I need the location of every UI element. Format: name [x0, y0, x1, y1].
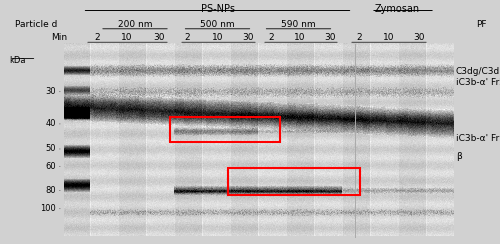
Text: Particle d: Particle d — [15, 20, 58, 29]
Text: 50: 50 — [46, 144, 56, 153]
Text: 60: 60 — [46, 162, 56, 171]
Text: 10: 10 — [212, 33, 223, 42]
Text: 30: 30 — [324, 33, 336, 42]
Text: β: β — [456, 152, 462, 161]
Text: PS-NPs: PS-NPs — [200, 4, 234, 13]
Text: 2: 2 — [184, 33, 190, 42]
Text: iC3b-α' Fr2/: iC3b-α' Fr2/ — [456, 77, 500, 86]
Text: 2: 2 — [356, 33, 362, 42]
Text: 2: 2 — [94, 33, 100, 42]
Text: 10: 10 — [294, 33, 306, 42]
Text: 80: 80 — [46, 186, 56, 195]
Text: 200 nm: 200 nm — [118, 20, 152, 29]
Text: kDa: kDa — [9, 56, 26, 65]
Text: Min: Min — [51, 33, 67, 42]
Text: 30: 30 — [413, 33, 425, 42]
Text: Zymosan: Zymosan — [375, 4, 420, 13]
Text: 40: 40 — [46, 119, 56, 128]
Text: 30: 30 — [46, 87, 56, 96]
Text: 2: 2 — [268, 33, 274, 42]
Text: 10: 10 — [384, 33, 395, 42]
Text: iC3b-α' Fr1: iC3b-α' Fr1 — [456, 134, 500, 143]
Text: 590 nm: 590 nm — [281, 20, 316, 29]
Text: 30: 30 — [153, 33, 165, 42]
Text: 30: 30 — [243, 33, 254, 42]
Bar — [228, 168, 360, 195]
Bar — [170, 117, 280, 142]
Text: C3dg/C3d: C3dg/C3d — [456, 67, 500, 76]
Text: 10: 10 — [121, 33, 133, 42]
Text: 100: 100 — [40, 204, 56, 213]
Text: PF: PF — [476, 20, 486, 29]
Text: 500 nm: 500 nm — [200, 20, 235, 29]
